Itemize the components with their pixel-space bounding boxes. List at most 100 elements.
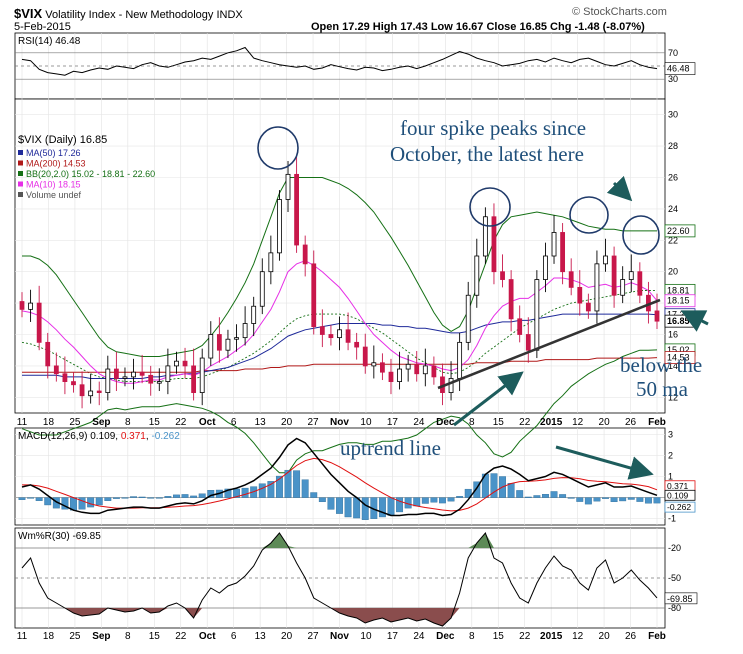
candle-up — [277, 199, 282, 254]
bottom-x-tick-label: 8 — [125, 631, 131, 642]
candle-down — [71, 381, 76, 386]
bottom-x-tick-label: 15 — [493, 631, 505, 642]
macd-tick-label: 3 — [668, 429, 673, 439]
candle-down — [508, 279, 514, 320]
macd-histogram-bar — [584, 497, 592, 505]
rsi-indicator-label: RSI(14) 46.48 — [18, 36, 81, 47]
williams-oversold-fill — [22, 608, 657, 626]
macd-histogram-bar — [327, 497, 335, 510]
macd-histogram-bar — [507, 483, 515, 498]
peak-circle-1 — [257, 126, 299, 170]
macd-label-separator: , — [146, 431, 152, 442]
bottom-x-tick-label: 6 — [231, 631, 237, 642]
macd-label-separator: , — [115, 431, 121, 442]
macd-histogram-bar — [190, 495, 198, 498]
candle-down — [525, 334, 531, 351]
macd-histogram-bar — [224, 488, 232, 498]
price-x-tick-label: 2015 — [540, 417, 563, 428]
macd-histogram-bar — [207, 490, 215, 498]
macd-histogram-bar — [35, 497, 43, 501]
macd-histogram-bar — [456, 496, 464, 498]
candle-up — [165, 365, 171, 382]
candle-up — [225, 338, 231, 351]
bottom-x-tick-label: 13 — [255, 631, 267, 642]
price-tick-label: 22 — [668, 235, 678, 245]
candle-up — [551, 232, 557, 257]
bottom-x-tick-label: 8 — [469, 631, 475, 642]
candle-down — [585, 302, 591, 312]
bottom-x-tick-label: Feb — [648, 631, 666, 642]
below-ma-annotation-line-1: below the — [620, 353, 703, 377]
peak-circle-3 — [569, 196, 609, 234]
price-tick-label: 14 — [668, 361, 678, 371]
candle-down — [568, 271, 574, 288]
candle-down — [79, 384, 85, 397]
ma200-line — [22, 357, 658, 373]
candle-down — [148, 374, 154, 384]
macd-histogram-bar — [576, 497, 584, 502]
price-x-tick-label: 13 — [255, 417, 267, 428]
peaks-annotation-line-2: October, the latest here — [390, 142, 584, 166]
williams-series-line — [21, 532, 658, 627]
macd-histogram-bar — [473, 481, 481, 498]
macd-label-signal-value: 0.371 — [121, 431, 146, 442]
uptrend-line — [437, 298, 661, 390]
symbol: $VIX — [14, 6, 43, 21]
macd-histogram-bar — [541, 494, 549, 498]
arrow-latest-peak — [606, 175, 633, 202]
price-tick-label: 20 — [668, 267, 678, 277]
macd-histogram-bar — [344, 497, 352, 518]
macd-histogram-bar — [95, 497, 103, 506]
price-value-tag-label: 16.85 — [667, 316, 690, 326]
price-value-tag — [664, 224, 696, 238]
price-x-tick-label: 27 — [307, 417, 319, 428]
legend-entry: BB(20,2.0) 15.02 - 18.81 - 22.60 — [26, 169, 155, 179]
macd-value-tag — [664, 501, 696, 513]
macd-histogram-bar — [550, 491, 558, 498]
macd-histogram-bar — [301, 479, 309, 498]
macd-histogram-bar — [439, 497, 446, 504]
legend-entry: MA(50) 17.26 — [26, 148, 81, 158]
macd-histogram-bar — [27, 497, 35, 499]
price-x-tick-label: Dec — [436, 417, 455, 428]
candle-up — [465, 294, 471, 343]
price-x-tick-label: 20 — [281, 417, 293, 428]
macd-value-tag-label: 0.109 — [667, 490, 689, 500]
candle-down — [53, 365, 59, 375]
candle-down — [560, 232, 566, 273]
candle-up — [131, 371, 136, 378]
price-tick-label: 28 — [668, 141, 678, 151]
macd-histogram-bar — [130, 496, 138, 498]
candle-down — [380, 362, 385, 373]
bottom-x-tick-label: 27 — [307, 631, 319, 642]
bottom-x-tick-label: 10 — [360, 631, 372, 642]
bottom-x-tick-label: 11 — [17, 631, 28, 642]
candle-down — [45, 341, 51, 367]
candle-down — [611, 255, 617, 296]
price-value-tag — [664, 351, 696, 364]
price-tick-label: 30 — [668, 110, 678, 120]
macd-histogram-bar — [112, 497, 120, 499]
candle-up — [620, 279, 626, 296]
candle-up — [405, 363, 411, 370]
price-x-tick-label: 17 — [387, 417, 399, 428]
macd-histogram-bar — [181, 494, 189, 498]
bottom-x-tick-label: 18 — [43, 631, 55, 642]
price-x-tick-label: 8 — [469, 417, 475, 428]
macd-histogram-bar — [378, 497, 386, 518]
bottom-x-tick-label: Oct — [199, 631, 216, 642]
price-x-tick-label: 22 — [519, 417, 531, 428]
candle-down — [36, 302, 42, 343]
macd-histogram-bar — [387, 497, 395, 516]
price-x-tick-label: 8 — [125, 417, 131, 428]
macd-histogram-bar — [275, 475, 283, 498]
macd-histogram-bar — [653, 497, 661, 504]
candle-up — [285, 173, 291, 200]
bottom-x-tick-label: 25 — [69, 631, 81, 642]
candle-down — [182, 360, 188, 367]
macd-histogram-bar — [164, 496, 172, 498]
candle-down — [328, 334, 334, 339]
price-value-tag-label: 18.81 — [667, 285, 690, 295]
bottom-x-tick-label: 15 — [149, 631, 161, 642]
macd-histogram-bar — [533, 495, 541, 498]
